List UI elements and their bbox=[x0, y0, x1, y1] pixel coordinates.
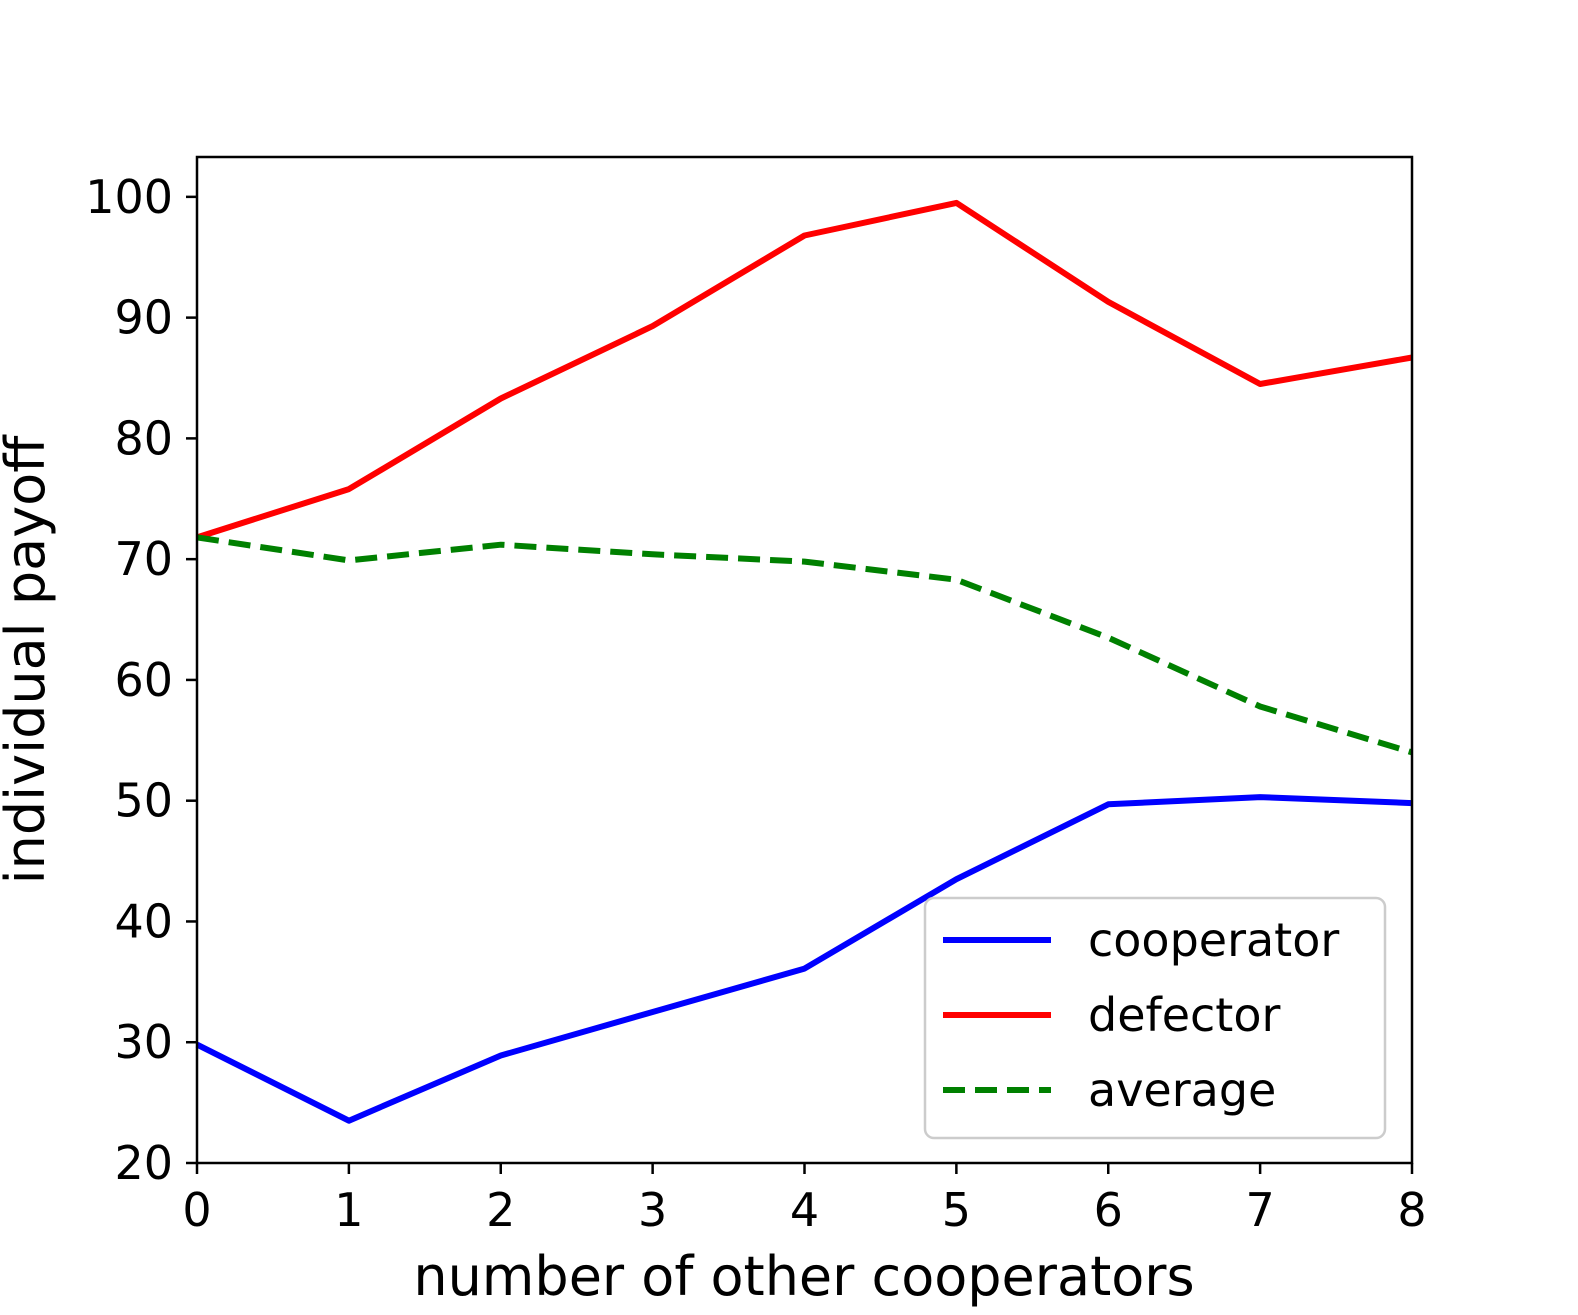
y-tick-label: 80 bbox=[114, 411, 173, 465]
y-axis-label: individual payoff bbox=[0, 434, 57, 885]
series-line-cooperator bbox=[195, 794, 1413, 1124]
legend: cooperator defector average bbox=[923, 896, 1387, 1140]
x-axis-ticks: 0 1 2 3 4 5 6 7 8 bbox=[182, 1163, 1427, 1237]
x-tick-label: 8 bbox=[1397, 1183, 1426, 1237]
y-tick-label: 70 bbox=[114, 532, 173, 586]
legend-label-average: average bbox=[1088, 1063, 1276, 1117]
x-tick-label: 6 bbox=[1094, 1183, 1123, 1237]
x-tick-label: 3 bbox=[638, 1183, 667, 1237]
series-line-average bbox=[196, 534, 1413, 756]
series-lines bbox=[195, 199, 1413, 1124]
y-tick-label: 30 bbox=[114, 1015, 173, 1069]
y-tick-label: 90 bbox=[114, 291, 173, 345]
x-tick-label: 1 bbox=[334, 1183, 363, 1237]
x-tick-label: 5 bbox=[942, 1183, 971, 1237]
y-tick-label: 60 bbox=[114, 653, 173, 707]
x-tick-label: 2 bbox=[486, 1183, 515, 1237]
series-line-defector bbox=[196, 199, 1413, 541]
x-tick-label: 4 bbox=[790, 1183, 819, 1237]
legend-label-defector: defector bbox=[1088, 988, 1280, 1042]
y-tick-label: 20 bbox=[114, 1136, 173, 1190]
y-tick-label: 100 bbox=[85, 170, 173, 224]
x-tick-label: 0 bbox=[182, 1183, 211, 1237]
x-tick-label: 7 bbox=[1245, 1183, 1274, 1237]
legend-box bbox=[923, 896, 1387, 1140]
y-axis-ticks: 20 30 40 50 60 70 80 90 100 bbox=[85, 170, 197, 1190]
x-axis-label: number of other cooperators bbox=[413, 1245, 1194, 1308]
y-tick-label: 40 bbox=[114, 894, 173, 948]
y-tick-label: 50 bbox=[114, 774, 173, 828]
legend-label-cooperator: cooperator bbox=[1088, 913, 1339, 967]
